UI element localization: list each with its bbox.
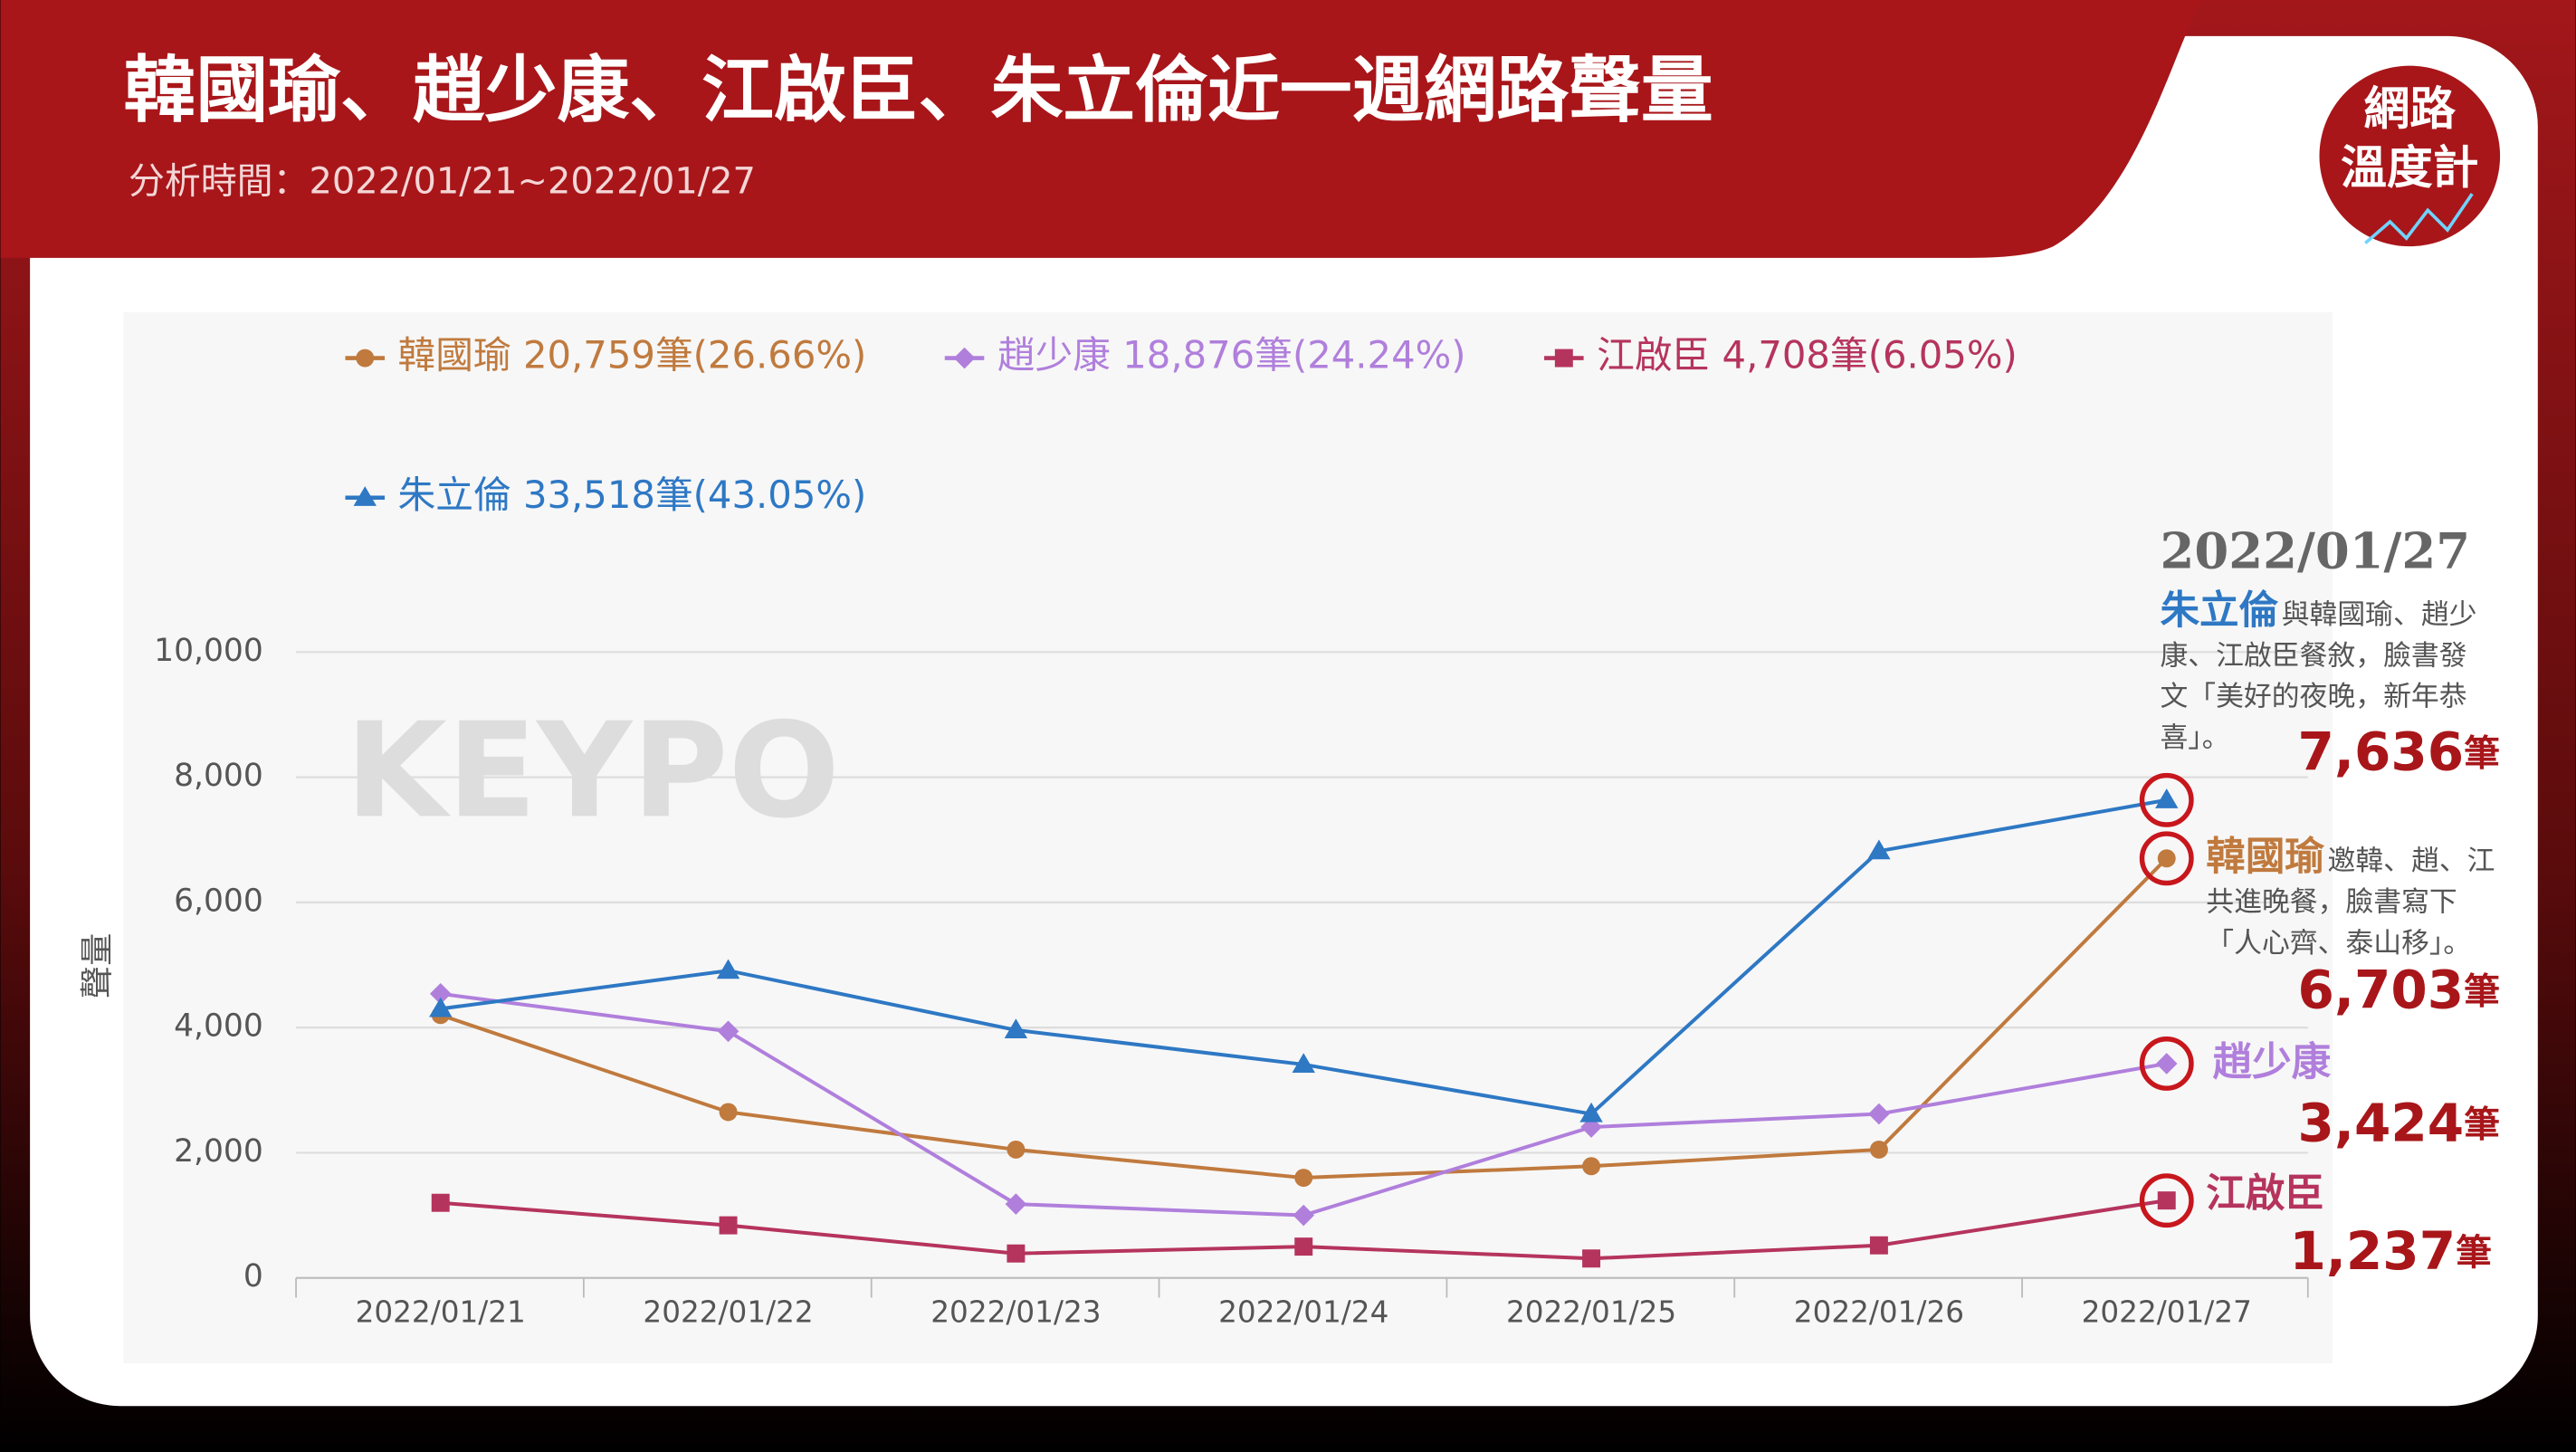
marker — [431, 1193, 450, 1212]
value-label: 1,237 — [2289, 1220, 2456, 1282]
y-tick-label: 4,000 — [174, 1008, 263, 1045]
annotation-value: 3,424筆 — [2298, 1093, 2501, 1154]
marker — [1005, 1193, 1027, 1215]
marker — [2155, 788, 2179, 808]
marker — [1869, 1236, 1888, 1255]
marker — [429, 997, 453, 1017]
annotation-name: 朱立倫 — [2160, 588, 2278, 634]
value-label: 7,636 — [2298, 721, 2465, 783]
annotation-text: 與韓國瑜、趙少 — [2282, 598, 2477, 631]
annotation-value: 1,237筆 — [2289, 1220, 2492, 1282]
value-unit: 筆 — [2456, 1232, 2492, 1274]
logo-wave — [2364, 193, 2474, 244]
x-tick-label: 2022/01/27 — [2082, 1295, 2252, 1330]
annotation-name: 江啟臣 — [2206, 1171, 2324, 1217]
legend-name: 朱立倫 — [398, 473, 511, 517]
y-tick-label: 6,000 — [174, 883, 263, 919]
marker — [1582, 1249, 1601, 1268]
x-tick-label: 2022/01/22 — [643, 1295, 813, 1330]
highlight-ring — [2139, 772, 2194, 827]
y-tick-label: 0 — [243, 1258, 263, 1294]
x-tick-label: 2022/01/26 — [1794, 1295, 1964, 1330]
marker — [1869, 1140, 1888, 1159]
marker — [1579, 1102, 1603, 1122]
x-tick-label: 2022/01/21 — [356, 1295, 526, 1330]
annotation-name: 韓國瑜 — [2206, 835, 2324, 880]
annotation-value: 7,636筆 — [2298, 721, 2501, 783]
value-unit: 筆 — [2464, 970, 2500, 1012]
marker — [1582, 1157, 1601, 1176]
highlight-ring — [2139, 1036, 2194, 1091]
annotation-text: 「人心齊、泰山移」。 — [2206, 927, 2471, 960]
marker — [353, 486, 377, 506]
marker — [1294, 1169, 1313, 1188]
legend-label: 趙少康 18,876筆(24.24%) — [997, 333, 1466, 377]
annotation-text: 喜」。 — [2160, 721, 2229, 754]
legend-total: 33,518筆(43.05%) — [523, 473, 866, 517]
y-tick-label: 10,000 — [154, 633, 263, 669]
highlight-ring — [2139, 831, 2194, 886]
marker — [719, 1103, 738, 1122]
annotation-text: 文「美好的夜晚，新年恭 — [2160, 681, 2466, 713]
value-label: 6,703 — [2298, 960, 2465, 1021]
y-axis-label: 聲量 — [77, 933, 116, 999]
x-tick-label: 2022/01/24 — [1218, 1295, 1388, 1330]
highlight-ring — [2139, 1173, 2194, 1228]
marker — [2157, 849, 2176, 868]
logo-text: 網路 — [2363, 81, 2456, 135]
y-tick-label: 8,000 — [174, 758, 263, 794]
marker — [2157, 1191, 2176, 1210]
title: 韓國瑜、趙少康、江啟臣、朱立倫近一週網路聲量 — [124, 48, 1713, 132]
marker — [356, 349, 375, 368]
marker — [1292, 1053, 1315, 1073]
annotation-text: 共進晚餐，臉書寫下 — [2206, 885, 2457, 918]
legend-name: 江啟臣 — [1597, 333, 1710, 377]
marker — [1554, 349, 1573, 368]
subtitle: 分析時間：2022/01/21~2022/01/27 — [129, 161, 756, 203]
legend-total: 4,708筆(6.05%) — [1722, 333, 2018, 377]
marker — [1293, 1204, 1315, 1227]
marker — [953, 347, 976, 369]
x-tick-label: 2022/01/25 — [1506, 1295, 1676, 1330]
marker — [719, 1216, 738, 1235]
value-unit: 筆 — [2464, 1103, 2500, 1145]
annotation-date: 2022/01/27 — [2160, 521, 2470, 579]
x-tick-label: 2022/01/23 — [930, 1295, 1101, 1330]
value-label: 3,424 — [2298, 1093, 2465, 1154]
legend-label: 韓國瑜 20,759筆(26.66%) — [398, 333, 867, 377]
annotation-text: 康、江啟臣餐敘，臉書發 — [2160, 639, 2466, 672]
marker — [1868, 1103, 1890, 1125]
legend-name: 趙少康 — [997, 333, 1111, 377]
value-unit: 筆 — [2464, 732, 2500, 774]
logo — [2319, 65, 2501, 247]
legend-label: 江啟臣 4,708筆(6.05%) — [1597, 333, 2018, 377]
marker — [1007, 1140, 1026, 1159]
legend-label: 朱立倫 33,518筆(43.05%) — [398, 473, 867, 517]
legend-name: 韓國瑜 — [398, 333, 511, 377]
legend-total: 20,759筆(26.66%) — [523, 333, 866, 377]
annotation-text: 邀韓、趙、江 — [2328, 845, 2495, 877]
marker — [1004, 1018, 1028, 1038]
marker — [2155, 1053, 2178, 1075]
legend-total: 18,876筆(24.24%) — [1122, 333, 1465, 377]
header-banner — [0, 0, 2201, 258]
marker — [1007, 1244, 1026, 1263]
annotation-name: 趙少康 — [2213, 1040, 2332, 1085]
marker — [429, 983, 452, 1005]
marker — [1294, 1237, 1313, 1256]
marker — [1867, 839, 1891, 860]
annotation-value: 6,703筆 — [2298, 960, 2501, 1021]
watermark: KEYPO — [345, 694, 839, 847]
y-tick-label: 2,000 — [174, 1133, 263, 1170]
logo-text: 溫度計 — [2341, 141, 2478, 195]
marker — [716, 959, 740, 979]
